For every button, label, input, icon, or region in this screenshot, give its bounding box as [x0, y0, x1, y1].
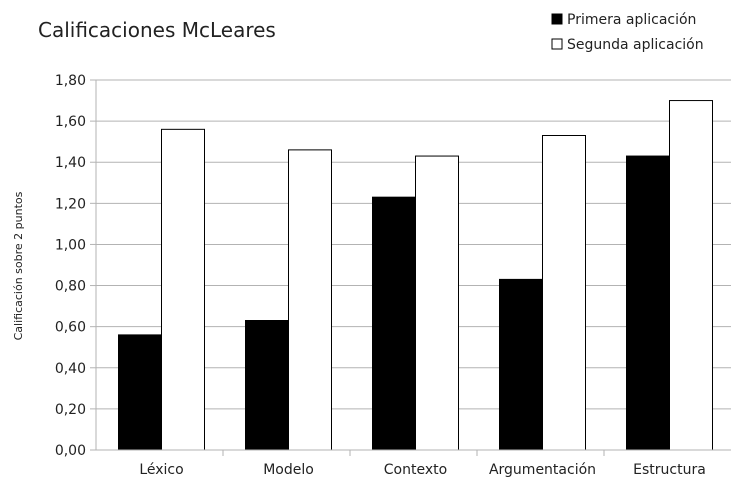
bar-series-2 [669, 100, 713, 451]
y-tick-label: 1,20 [55, 196, 86, 212]
y-tick-label: 1,00 [55, 237, 86, 253]
bar-series-1 [626, 155, 670, 451]
bars [118, 100, 713, 451]
bar-series-2 [542, 135, 586, 451]
x-category-label: Modelo [263, 462, 314, 477]
y-tick-label: 0,60 [55, 320, 86, 336]
y-tick-label: 0,40 [55, 361, 86, 377]
x-category-label: Estructura [633, 462, 706, 477]
y-ticks: 0,00 0,20 0,40 0,60 0,80 1,00 1,20 1,40 1,60 1,80 [55, 73, 96, 459]
bar-series-2 [161, 128, 205, 451]
y-tick-label: 0,80 [55, 279, 86, 295]
bar-series-1 [372, 196, 416, 451]
bar-series-1 [118, 334, 162, 451]
chart-title: Calificaciones McLeares [38, 18, 276, 42]
bar-series-2 [288, 149, 332, 451]
y-tick-label: 1,80 [55, 73, 86, 89]
y-tick-label: 0,20 [55, 402, 86, 418]
legend-label-series-2: Segunda aplicación [567, 37, 704, 53]
x-category-label: Contexto [384, 462, 447, 477]
legend: Primera aplicación Segunda aplicación [551, 12, 704, 53]
legend-swatch-series-1 [551, 13, 563, 25]
bar-series-2 [415, 155, 459, 451]
axes [95, 80, 731, 451]
y-tick-label: 0,00 [55, 443, 86, 459]
y-tick-label: 1,40 [55, 155, 86, 171]
bar-series-1 [499, 278, 543, 451]
x-categories: Léxico Modelo Contexto Argumentación Estruct… [139, 450, 706, 477]
legend-swatch-series-2 [551, 38, 563, 50]
bar-series-1 [245, 320, 289, 451]
y-tick-label: 1,60 [55, 114, 86, 130]
x-category-label: Argumentación [489, 462, 596, 477]
y-axis-label: Calificación sobre 2 puntos [12, 191, 25, 340]
legend-label-series-1: Primera aplicación [567, 12, 696, 28]
x-category-label: Léxico [139, 462, 183, 477]
